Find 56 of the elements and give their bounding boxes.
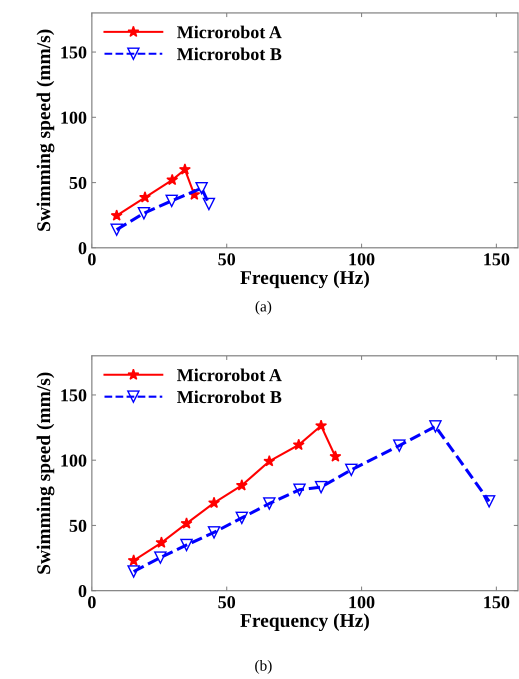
x-tick-label: 100 (349, 596, 374, 608)
y-tick-label: 0 (78, 242, 86, 254)
y-tick-label: 150 (61, 46, 86, 58)
point (154, 551, 167, 564)
point (293, 483, 306, 496)
point (127, 565, 140, 578)
text: (b) (255, 660, 272, 674)
point (155, 536, 168, 548)
y-tick-label: 50 (70, 520, 86, 532)
point (208, 526, 220, 539)
point (180, 538, 193, 552)
y-tick-label: 100 (61, 112, 86, 124)
legend-label: Microrobot B (177, 390, 282, 404)
point (329, 450, 342, 462)
point (315, 420, 328, 431)
point (263, 455, 276, 466)
y-tick-label: 50 (70, 176, 86, 190)
y-tick-label: 150 (61, 389, 86, 402)
point (482, 495, 496, 508)
point (236, 512, 248, 524)
x-tick-label: 50 (218, 253, 236, 266)
point (314, 480, 328, 494)
point (202, 198, 216, 210)
point (165, 194, 178, 208)
legend-label: Microrobot A (177, 368, 282, 382)
x-tick-label: 50 (218, 596, 236, 608)
point (180, 517, 192, 529)
point (128, 554, 140, 566)
point (178, 163, 191, 175)
point (429, 420, 442, 433)
point (195, 182, 208, 194)
point (139, 191, 151, 203)
x-tick-label: 150 (484, 596, 510, 608)
x-axis-title: Frequency (Hz) (240, 613, 369, 632)
text: (a) (256, 300, 272, 315)
point (236, 479, 248, 491)
point (345, 464, 358, 476)
point (138, 206, 150, 220)
point (263, 497, 276, 510)
point (208, 496, 220, 508)
point (393, 439, 406, 452)
point (110, 223, 123, 236)
legend-label: Microrobot A (177, 26, 282, 38)
point (166, 174, 178, 186)
point (110, 209, 123, 221)
y-axis-title: Swimming speed (mm/s) (36, 30, 54, 231)
x-tick-label: 0 (88, 253, 96, 266)
point (292, 438, 305, 450)
x-axis-title: Frequency (Hz) (240, 270, 369, 288)
x-tick-label: 0 (88, 596, 96, 608)
y-axis-title: Swimming speed (mm/s) (36, 372, 54, 574)
x-tick-label: 100 (349, 253, 374, 266)
y-tick-label: 100 (61, 454, 86, 467)
y-tick-label: 0 (78, 584, 86, 598)
x-tick-label: 150 (484, 253, 510, 266)
legend-label: Microrobot B (177, 48, 282, 60)
